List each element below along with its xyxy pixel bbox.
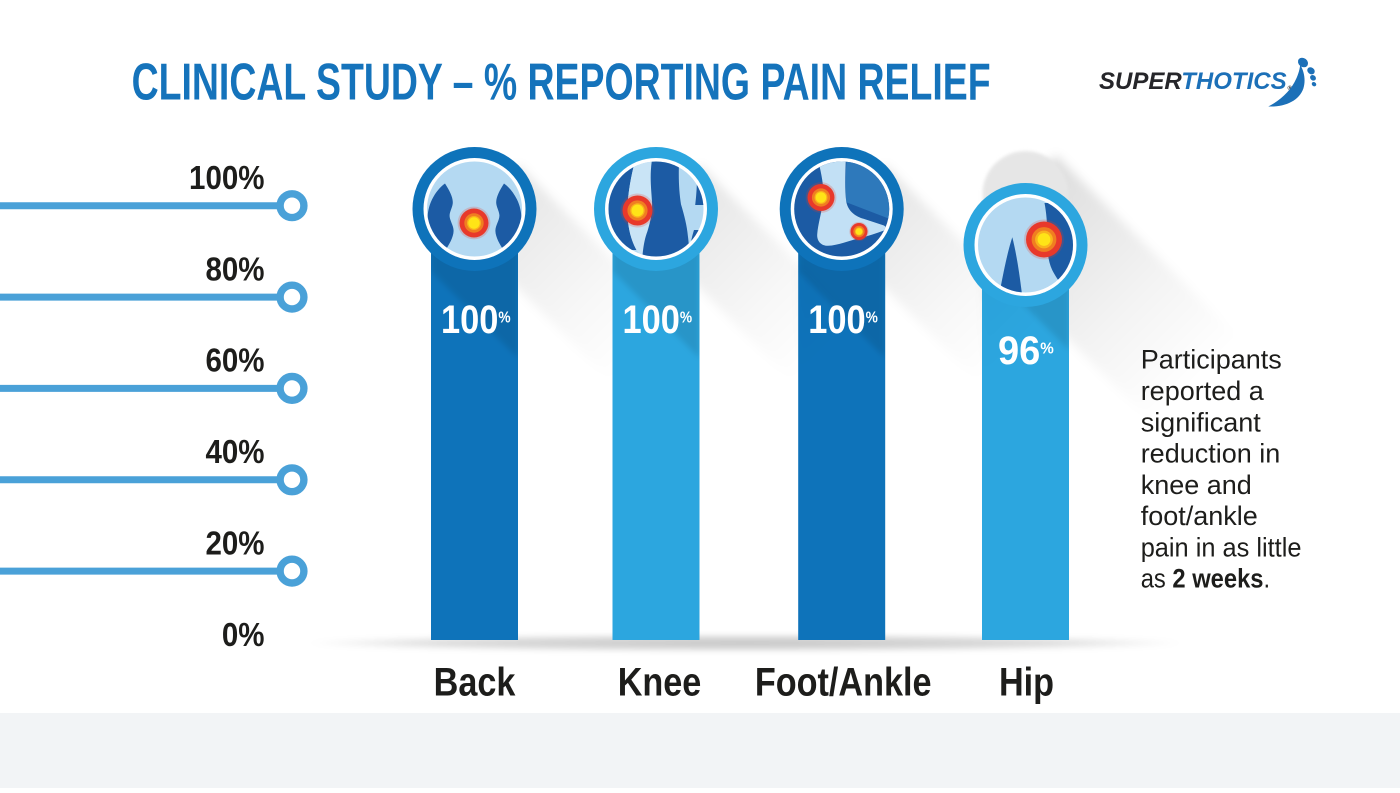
svg-text:reduction in: reduction in: [1141, 439, 1281, 469]
svg-text:60%: 60%: [205, 341, 264, 379]
svg-text:SUPERTHOTICS: SUPERTHOTICS: [1099, 68, 1287, 95]
svg-text:Knee: Knee: [618, 659, 702, 704]
svg-text:Participants: Participants: [1141, 345, 1282, 375]
svg-text:100%: 100%: [189, 158, 264, 196]
svg-text:Back: Back: [434, 659, 516, 704]
svg-text:knee and: knee and: [1141, 470, 1252, 500]
svg-text:20%: 20%: [205, 524, 264, 562]
svg-text:®: ®: [1288, 84, 1293, 92]
svg-text:80%: 80%: [205, 250, 264, 288]
svg-text:0%: 0%: [222, 615, 265, 653]
svg-text:reported a: reported a: [1141, 376, 1265, 406]
svg-text:Hip: Hip: [999, 659, 1054, 704]
svg-text:40%: 40%: [205, 432, 264, 470]
svg-text:as 2 weeks.: as 2 weeks.: [1141, 564, 1270, 594]
svg-text:significant: significant: [1141, 407, 1262, 437]
svg-text:CLINICAL STUDY – % REPORTING P: CLINICAL STUDY – % REPORTING PAIN RELIEF: [132, 53, 991, 111]
svg-text:foot/ankle: foot/ankle: [1141, 501, 1258, 531]
svg-text:Foot/Ankle: Foot/Ankle: [755, 659, 932, 704]
svg-text:pain in as little: pain in as little: [1141, 532, 1302, 563]
